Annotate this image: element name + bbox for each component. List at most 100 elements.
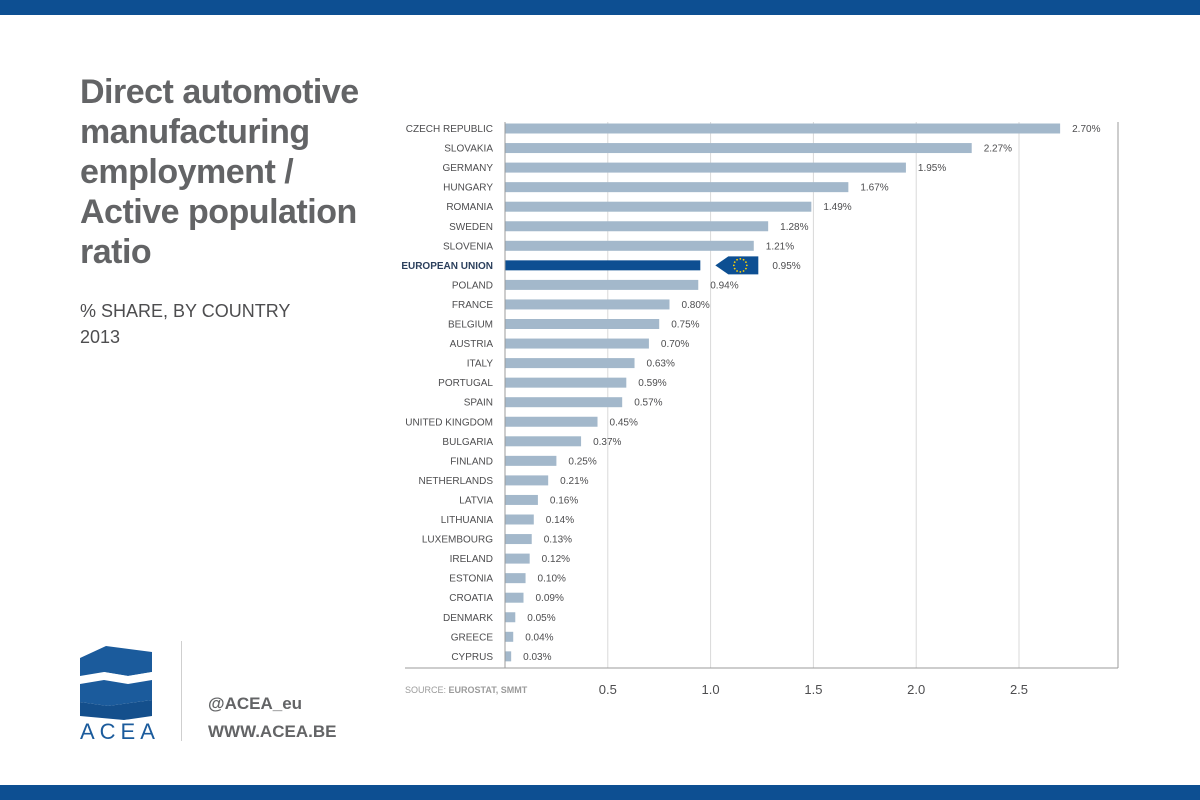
chart-subtitle: % SHARE, BY COUNTRY 2013 xyxy=(80,298,290,350)
bars xyxy=(505,123,1061,662)
bar xyxy=(505,397,623,408)
axes xyxy=(405,122,1119,669)
bar xyxy=(505,592,524,603)
bar xyxy=(505,475,549,486)
category-label: SWEDEN xyxy=(449,222,493,233)
website-link[interactable]: WWW.ACEA.BE xyxy=(208,722,337,741)
bar xyxy=(505,631,514,642)
category-label: EUROPEAN UNION xyxy=(401,261,493,272)
eu-flag-icon xyxy=(715,256,759,275)
value-label: 0.37% xyxy=(593,437,621,448)
gridlines xyxy=(607,122,1020,668)
value-label: 1.95% xyxy=(918,163,946,174)
value-label: 2.70% xyxy=(1072,124,1100,135)
value-label: 0.70% xyxy=(661,339,689,350)
category-label: SLOVAKIA xyxy=(444,144,493,155)
value-label: 0.13% xyxy=(544,535,572,546)
x-tick-label: 1.0 xyxy=(702,682,720,697)
bar xyxy=(505,553,530,564)
value-label: 0.59% xyxy=(638,378,666,389)
bar xyxy=(505,573,526,584)
bottom-band xyxy=(0,785,1200,800)
value-label: 1.28% xyxy=(780,222,808,233)
category-label: CYPRUS xyxy=(451,652,493,663)
bar xyxy=(505,416,598,427)
value-label: 0.21% xyxy=(560,476,588,487)
bar xyxy=(505,534,532,545)
bar xyxy=(505,338,649,349)
category-label: ESTONIA xyxy=(449,574,493,585)
category-label: CZECH REPUBLIC xyxy=(406,124,493,135)
category-label: BULGARIA xyxy=(442,437,493,448)
x-tick-label: 0.5 xyxy=(599,682,617,697)
value-label: 0.63% xyxy=(647,359,675,370)
subtitle-year: 2013 xyxy=(80,327,121,347)
x-tick-label: 2.0 xyxy=(907,682,925,697)
subtitle-line: % SHARE, BY COUNTRY xyxy=(80,301,291,321)
twitter-handle[interactable]: @ACEA_eu xyxy=(208,694,303,713)
value-label: 0.05% xyxy=(527,613,555,624)
value-label: 0.80% xyxy=(681,300,709,311)
bar xyxy=(505,221,769,232)
bar xyxy=(505,299,670,310)
value-label: 2.27% xyxy=(984,144,1012,155)
footer-divider xyxy=(181,641,182,741)
category-label: GERMANY xyxy=(442,163,493,174)
category-label: LITHUANIA xyxy=(441,515,494,526)
value-label: 0.57% xyxy=(634,398,662,409)
category-label: GREECE xyxy=(451,632,494,643)
value-label: 0.16% xyxy=(550,495,578,506)
logo-wordmark: ACEA xyxy=(80,719,160,744)
bar xyxy=(505,123,1061,134)
source-label: SOURCE: xyxy=(405,685,446,695)
x-tick-label: 2.5 xyxy=(1010,682,1028,697)
value-label: 0.03% xyxy=(523,652,551,663)
bar xyxy=(505,612,516,623)
value-label: 1.49% xyxy=(823,202,851,213)
category-label: SPAIN xyxy=(464,398,493,409)
value-label: 0.95% xyxy=(772,261,800,272)
category-labels: CZECH REPUBLIC SLOVAKIA GERMANY HUNGARY ROMA… xyxy=(401,124,493,663)
bar xyxy=(505,279,699,290)
category-label: SLOVENIA xyxy=(443,241,493,252)
bar xyxy=(505,358,635,369)
bar xyxy=(505,455,557,466)
chart-title: Direct automotive manufacturing employme… xyxy=(80,73,359,271)
category-label: HUNGARY xyxy=(443,183,493,194)
value-label: 0.12% xyxy=(542,554,570,565)
social-links: @ACEA_eu WWW.ACEA.BE xyxy=(208,690,336,746)
bar xyxy=(505,436,582,447)
x-tick-labels: 0.5 1.0 1.5 2.0 2.5 xyxy=(599,682,1028,697)
bar xyxy=(505,162,906,173)
value-labels: 2.70% 2.27% 1.95% 1.67% 1.49% 1.28% 1.21% 0.95%… xyxy=(523,124,1100,663)
bar xyxy=(505,201,812,212)
value-label: 0.94% xyxy=(710,280,738,291)
acea-logo-icon xyxy=(80,646,152,720)
bar xyxy=(505,182,849,193)
bar xyxy=(505,651,512,662)
category-label: FINLAND xyxy=(450,456,493,467)
value-label: 0.14% xyxy=(546,515,574,526)
category-label: NETHERLANDS xyxy=(419,476,494,487)
top-band xyxy=(0,0,1200,15)
category-label: PORTUGAL xyxy=(438,378,493,389)
category-label: ITALY xyxy=(467,359,494,370)
category-label: DENMARK xyxy=(443,613,493,624)
bar xyxy=(505,143,972,154)
bar xyxy=(505,260,701,271)
bar xyxy=(505,514,534,525)
value-label: 0.04% xyxy=(525,632,553,643)
value-label: 0.75% xyxy=(671,320,699,331)
category-label: FRANCE xyxy=(452,300,493,311)
x-tick-label: 1.5 xyxy=(804,682,822,697)
value-label: 0.09% xyxy=(536,593,564,604)
category-label: IRELAND xyxy=(450,554,493,565)
category-label: ROMANIA xyxy=(446,202,493,213)
source-note: SOURCE: EUROSTAT, SMMT xyxy=(405,685,528,695)
bar xyxy=(505,494,538,505)
value-label: 0.25% xyxy=(568,456,596,467)
source-value: EUROSTAT, SMMT xyxy=(449,685,528,695)
bar xyxy=(505,240,754,251)
value-label: 1.67% xyxy=(860,183,888,194)
